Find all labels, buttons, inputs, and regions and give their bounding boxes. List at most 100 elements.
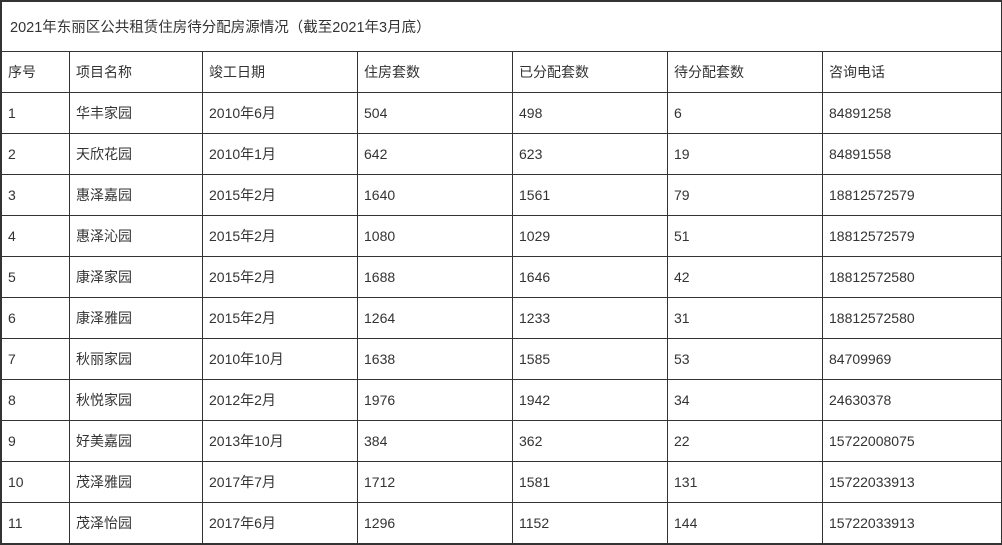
col-header-total: 住房套数: [358, 52, 513, 93]
table-cell: 8: [2, 380, 70, 421]
housing-table: 2021年东丽区公共租赁住房待分配房源情况（截至2021年3月底） 序号 项目名…: [1, 1, 1002, 544]
table-cell: 1712: [358, 462, 513, 503]
table-cell: 1152: [513, 503, 668, 544]
table-row: 8秋悦家园2012年2月197619423424630378: [2, 380, 1002, 421]
table-cell: 2: [2, 134, 70, 175]
table-title: 2021年东丽区公共租赁住房待分配房源情况（截至2021年3月底）: [2, 2, 1002, 52]
table-cell: 2017年6月: [203, 503, 358, 544]
col-header-index: 序号: [2, 52, 70, 93]
table-cell: 4: [2, 216, 70, 257]
table-cell: 2012年2月: [203, 380, 358, 421]
table-cell: 5: [2, 257, 70, 298]
table-cell: 1296: [358, 503, 513, 544]
table-cell: 1646: [513, 257, 668, 298]
housing-table-container: 2021年东丽区公共租赁住房待分配房源情况（截至2021年3月底） 序号 项目名…: [0, 0, 1002, 545]
table-cell: 1: [2, 93, 70, 134]
table-cell: 7: [2, 339, 70, 380]
table-title-row: 2021年东丽区公共租赁住房待分配房源情况（截至2021年3月底）: [2, 2, 1002, 52]
table-cell: 15722008075: [823, 421, 1002, 462]
table-cell: 2010年1月: [203, 134, 358, 175]
table-cell: 15722033913: [823, 503, 1002, 544]
table-cell: 642: [358, 134, 513, 175]
table-cell: 18812572579: [823, 216, 1002, 257]
col-header-pending: 待分配套数: [668, 52, 823, 93]
table-cell: 1029: [513, 216, 668, 257]
table-cell: 623: [513, 134, 668, 175]
table-cell: 144: [668, 503, 823, 544]
table-cell: 1942: [513, 380, 668, 421]
table-cell: 2015年2月: [203, 216, 358, 257]
table-row: 7秋丽家园2010年10月163815855384709969: [2, 339, 1002, 380]
table-cell: 1561: [513, 175, 668, 216]
table-cell: 31: [668, 298, 823, 339]
table-row: 1华丰家园2010年6月504498684891258: [2, 93, 1002, 134]
table-cell: 1581: [513, 462, 668, 503]
table-cell: 6: [668, 93, 823, 134]
table-cell: 10: [2, 462, 70, 503]
table-cell: 1264: [358, 298, 513, 339]
table-cell: 秋悦家园: [70, 380, 203, 421]
table-cell: 384: [358, 421, 513, 462]
table-cell: 9: [2, 421, 70, 462]
table-cell: 2017年7月: [203, 462, 358, 503]
table-cell: 华丰家园: [70, 93, 203, 134]
table-row: 5康泽家园2015年2月168816464218812572580: [2, 257, 1002, 298]
table-row: 10茂泽雅园2017年7月1712158113115722033913: [2, 462, 1002, 503]
table-cell: 惠泽沁园: [70, 216, 203, 257]
table-cell: 11: [2, 503, 70, 544]
table-cell: 康泽家园: [70, 257, 203, 298]
table-cell: 康泽雅园: [70, 298, 203, 339]
table-cell: 84709969: [823, 339, 1002, 380]
table-row: 11茂泽怡园2017年6月1296115214415722033913: [2, 503, 1002, 544]
table-cell: 3: [2, 175, 70, 216]
table-cell: 362: [513, 421, 668, 462]
table-cell: 84891558: [823, 134, 1002, 175]
table-row: 9好美嘉园2013年10月3843622215722008075: [2, 421, 1002, 462]
table-cell: 茂泽怡园: [70, 503, 203, 544]
table-cell: 1233: [513, 298, 668, 339]
table-cell: 6: [2, 298, 70, 339]
table-cell: 好美嘉园: [70, 421, 203, 462]
table-cell: 2015年2月: [203, 257, 358, 298]
table-cell: 79: [668, 175, 823, 216]
table-header-row: 序号 项目名称 竣工日期 住房套数 已分配套数 待分配套数 咨询电话: [2, 52, 1002, 93]
table-cell: 18812572580: [823, 257, 1002, 298]
table-cell: 惠泽嘉园: [70, 175, 203, 216]
table-cell: 34: [668, 380, 823, 421]
table-cell: 2013年10月: [203, 421, 358, 462]
table-cell: 2015年2月: [203, 175, 358, 216]
table-cell: 42: [668, 257, 823, 298]
table-cell: 18812572580: [823, 298, 1002, 339]
table-row: 3惠泽嘉园2015年2月164015617918812572579: [2, 175, 1002, 216]
table-cell: 1640: [358, 175, 513, 216]
table-cell: 1688: [358, 257, 513, 298]
table-cell: 504: [358, 93, 513, 134]
table-cell: 天欣花园: [70, 134, 203, 175]
table-cell: 51: [668, 216, 823, 257]
col-header-project: 项目名称: [70, 52, 203, 93]
table-cell: 498: [513, 93, 668, 134]
table-row: 4惠泽沁园2015年2月108010295118812572579: [2, 216, 1002, 257]
table-cell: 24630378: [823, 380, 1002, 421]
table-cell: 2010年10月: [203, 339, 358, 380]
table-cell: 18812572579: [823, 175, 1002, 216]
table-row: 6康泽雅园2015年2月126412333118812572580: [2, 298, 1002, 339]
table-cell: 2010年6月: [203, 93, 358, 134]
table-cell: 茂泽雅园: [70, 462, 203, 503]
table-row: 2天欣花园2010年1月6426231984891558: [2, 134, 1002, 175]
table-cell: 2015年2月: [203, 298, 358, 339]
table-cell: 1976: [358, 380, 513, 421]
table-cell: 22: [668, 421, 823, 462]
table-cell: 秋丽家园: [70, 339, 203, 380]
table-cell: 84891258: [823, 93, 1002, 134]
table-cell: 15722033913: [823, 462, 1002, 503]
table-cell: 131: [668, 462, 823, 503]
table-cell: 19: [668, 134, 823, 175]
table-cell: 1638: [358, 339, 513, 380]
col-header-allocated: 已分配套数: [513, 52, 668, 93]
col-header-date: 竣工日期: [203, 52, 358, 93]
col-header-phone: 咨询电话: [823, 52, 1002, 93]
table-cell: 1585: [513, 339, 668, 380]
table-cell: 53: [668, 339, 823, 380]
table-cell: 1080: [358, 216, 513, 257]
